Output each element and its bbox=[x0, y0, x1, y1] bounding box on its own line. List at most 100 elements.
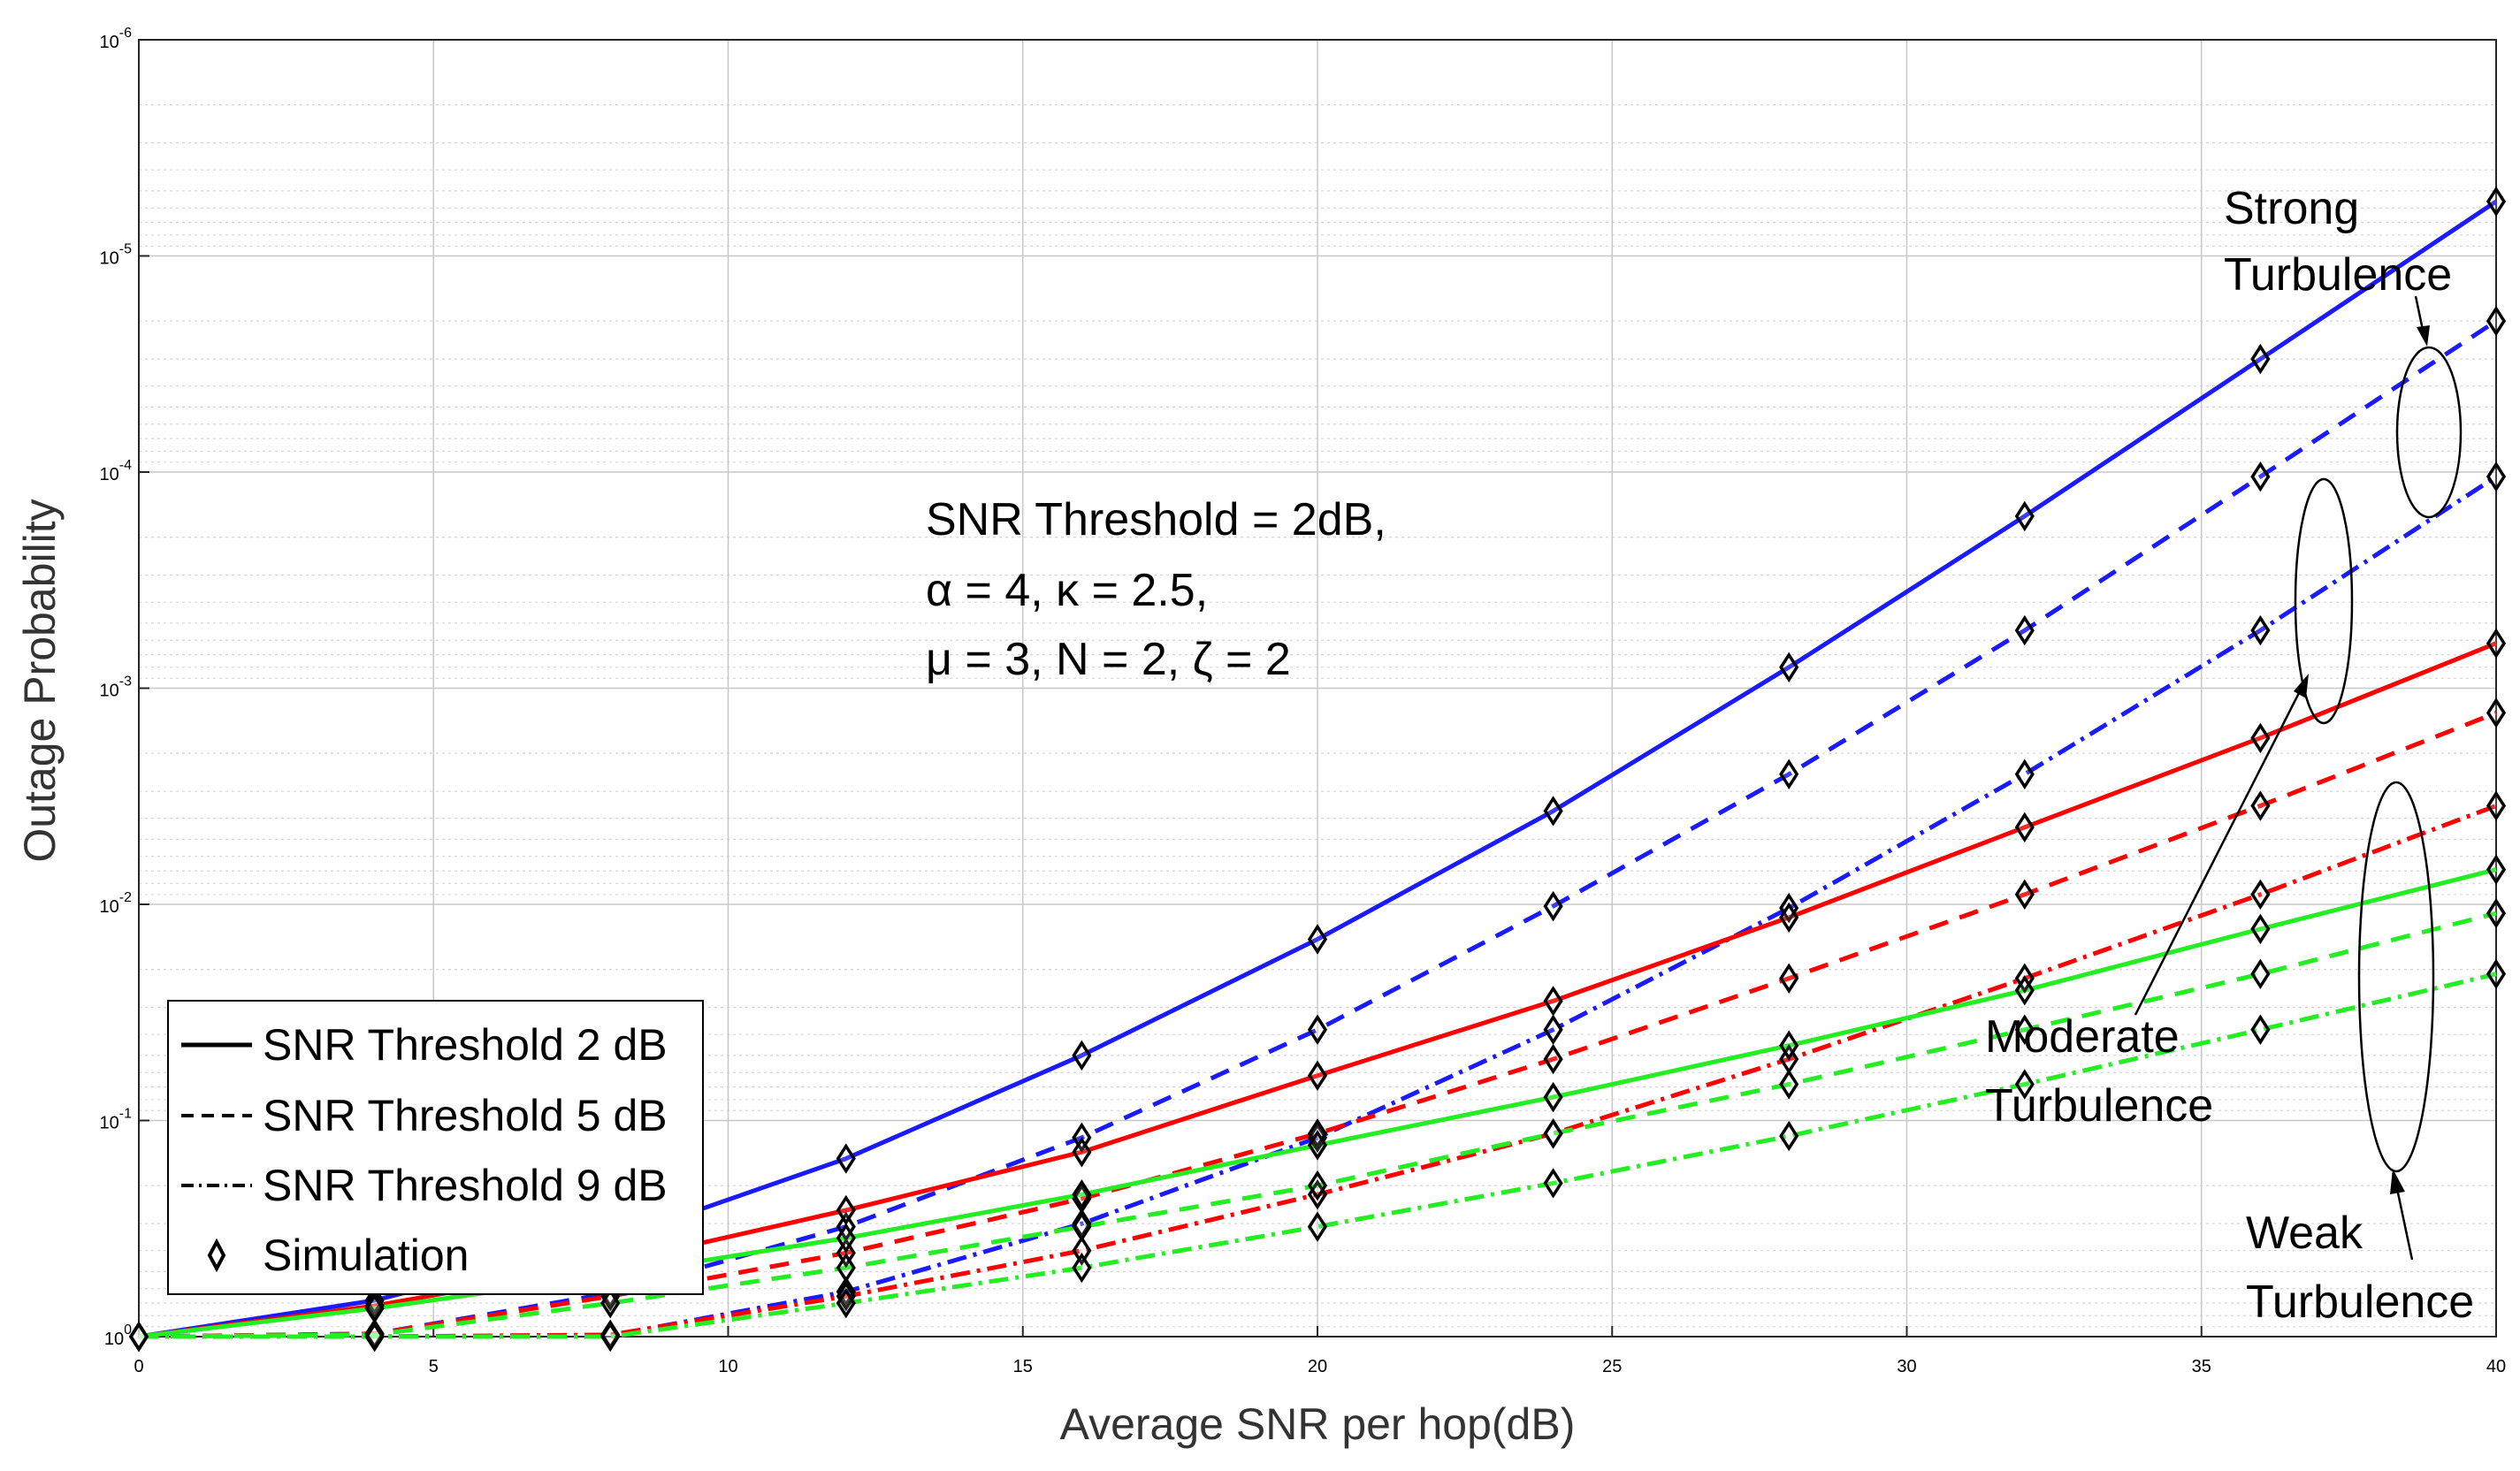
legend-box bbox=[167, 1000, 704, 1295]
simulation-marker bbox=[1072, 1211, 1092, 1242]
annotation-params-line-3: μ = 3, N = 2, ζ = 2 bbox=[926, 634, 1291, 685]
annotation-moderate-line-2: Turbulence bbox=[1985, 1080, 2213, 1132]
simulation-marker bbox=[836, 1194, 856, 1226]
series-line-3 bbox=[139, 475, 2498, 1339]
legend-label-solid: SNR Threshold 2 dB bbox=[263, 1020, 668, 1070]
simulation-marker bbox=[2486, 790, 2507, 821]
simulation-marker bbox=[2250, 722, 2271, 754]
simulation-marker bbox=[1543, 1014, 1563, 1045]
simulation-marker bbox=[2486, 461, 2507, 492]
simulation-marker bbox=[1543, 1118, 1563, 1149]
strong-arrow-head bbox=[2417, 325, 2430, 347]
annotation-strong-line-1: Strong bbox=[2224, 183, 2359, 234]
simulation-marker bbox=[1307, 1060, 1328, 1091]
y-tick-label: 10-2 bbox=[100, 890, 133, 917]
legend-entry-simulation: Simulation bbox=[207, 1231, 469, 1280]
weak-arrow-head bbox=[2390, 1169, 2405, 1194]
y-tick-label: 10-3 bbox=[100, 675, 133, 701]
simulation-marker bbox=[600, 1321, 621, 1353]
simulation-marker bbox=[2014, 812, 2035, 843]
annotation-params-line-1: SNR Threshold = 2dB, bbox=[926, 494, 1386, 545]
legend-label-dashdot: SNR Threshold 9 dB bbox=[263, 1161, 668, 1210]
legend-label-dashed: SNR Threshold 5 dB bbox=[263, 1091, 668, 1140]
annotation-strong-line-2: Turbulence bbox=[2224, 249, 2452, 301]
simulation-marker bbox=[1307, 1170, 1328, 1201]
simulation-marker bbox=[2014, 614, 2035, 646]
simulation-marker bbox=[1307, 1122, 1328, 1154]
simulation-marker bbox=[836, 1281, 856, 1312]
annotation-weak-line-1: Weak bbox=[2246, 1208, 2363, 1259]
simulation-marker bbox=[2250, 614, 2271, 646]
x-tick-label: 35 bbox=[2192, 1357, 2211, 1376]
simulation-marker bbox=[1072, 1252, 1092, 1284]
legend-swatch-diamond bbox=[207, 1238, 226, 1273]
simulation-marker bbox=[836, 1223, 856, 1254]
simulation-marker bbox=[836, 1143, 856, 1174]
simulation-marker bbox=[2014, 879, 2035, 911]
moderate-turbulence-ellipse bbox=[2294, 477, 2354, 725]
simulation-marker bbox=[1543, 890, 1563, 922]
annotation-weak-line-2: Turbulence bbox=[2246, 1277, 2474, 1328]
simulation-marker bbox=[2486, 305, 2507, 337]
simulation-marker bbox=[1543, 1168, 1563, 1199]
simulation-marker bbox=[1779, 1120, 1799, 1152]
series-line-6 bbox=[139, 804, 2497, 1339]
simulation-marker bbox=[836, 1287, 856, 1319]
x-tick-label: 5 bbox=[429, 1357, 439, 1376]
simulation-marker bbox=[1779, 652, 1799, 683]
y-tick-label: 10-6 bbox=[100, 26, 133, 52]
simulation-marker bbox=[2250, 1014, 2271, 1045]
simulation-marker bbox=[2486, 628, 2507, 659]
simulation-marker bbox=[2486, 697, 2507, 728]
x-tick-label: 20 bbox=[1308, 1357, 1327, 1376]
series-line-5 bbox=[138, 711, 2497, 1339]
simulation-marker bbox=[1307, 1211, 1328, 1242]
simulation-marker bbox=[836, 1252, 856, 1284]
simulation-marker bbox=[1779, 892, 1799, 924]
y-tick-label: 10-5 bbox=[100, 242, 133, 269]
simulation-marker bbox=[1779, 1069, 1799, 1100]
legend-entry-dashdot: SNR Threshold 9 dB bbox=[181, 1161, 668, 1210]
simulation-marker bbox=[1779, 1030, 1799, 1061]
legend-entry-solid: SNR Threshold 2 dB bbox=[181, 1020, 668, 1070]
y-tick-label: 100 bbox=[104, 1322, 132, 1349]
simulation-marker bbox=[1543, 796, 1563, 827]
x-tick-label: 25 bbox=[1602, 1357, 1622, 1376]
annotation-params-line-2: α = 4, κ = 2.5, bbox=[926, 565, 1208, 616]
simulation-marker bbox=[2250, 913, 2271, 945]
x-tick-label: 30 bbox=[1897, 1357, 1916, 1376]
simulation-marker bbox=[128, 1321, 149, 1353]
y-axis-label: Outage Probability bbox=[15, 499, 65, 862]
simulation-marker bbox=[1543, 1043, 1563, 1075]
x-tick-label: 15 bbox=[1013, 1357, 1033, 1376]
legend: SNR Threshold 2 dB SNR Threshold 5 dB SN… bbox=[167, 1000, 704, 1295]
simulation-marker bbox=[1543, 986, 1563, 1017]
simulation-marker bbox=[1072, 1183, 1092, 1215]
simulation-marker bbox=[2250, 790, 2271, 821]
simulation-marker bbox=[1779, 902, 1799, 934]
x-tick-label: 0 bbox=[134, 1357, 143, 1376]
simulation-marker bbox=[2486, 186, 2507, 217]
simulation-marker bbox=[1072, 1040, 1092, 1071]
simulation-markers bbox=[128, 186, 2507, 1353]
simulation-marker bbox=[600, 1287, 621, 1319]
simulation-marker bbox=[2014, 758, 2035, 790]
simulation-marker bbox=[2014, 975, 2035, 1006]
moderate-arrow-head bbox=[2294, 674, 2309, 698]
weak-arrow-line bbox=[2394, 1184, 2414, 1261]
simulation-marker bbox=[1072, 1136, 1092, 1168]
simulation-marker bbox=[2486, 854, 2507, 885]
simulation-marker bbox=[1072, 1235, 1092, 1266]
simulation-marker bbox=[2250, 461, 2271, 492]
simulation-marker bbox=[364, 1321, 385, 1353]
simulation-marker bbox=[1543, 1081, 1563, 1113]
simulation-marker bbox=[2486, 958, 2507, 990]
x-tick-label: 10 bbox=[718, 1357, 737, 1376]
simulation-marker bbox=[2250, 958, 2271, 990]
weak-turbulence-ellipse bbox=[2357, 781, 2435, 1173]
legend-label-simulation: Simulation bbox=[263, 1231, 469, 1280]
simulation-marker bbox=[1307, 1130, 1328, 1161]
y-tick-label: 10-4 bbox=[100, 458, 133, 484]
simulation-marker bbox=[1072, 1178, 1092, 1210]
